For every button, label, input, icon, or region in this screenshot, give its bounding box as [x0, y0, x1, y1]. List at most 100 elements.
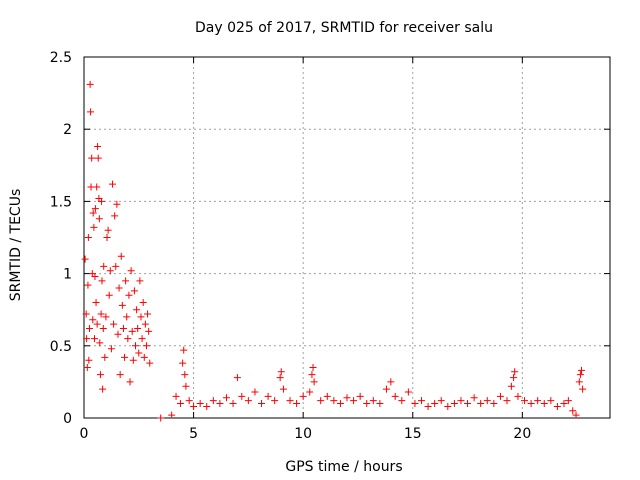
data-point — [130, 287, 138, 295]
data-point — [93, 183, 101, 191]
data-point — [251, 388, 259, 396]
data-point — [101, 353, 109, 361]
data-point — [135, 349, 143, 357]
data-point — [134, 324, 142, 332]
data-point — [437, 397, 445, 405]
data-point — [107, 345, 115, 353]
plot-border — [83, 56, 611, 419]
data-point — [86, 80, 94, 88]
data-point — [323, 392, 331, 400]
data-point — [576, 371, 584, 379]
data-point — [172, 392, 180, 400]
data-point — [127, 267, 135, 275]
data-point — [133, 306, 141, 314]
data-point — [363, 400, 371, 408]
data-point — [124, 335, 132, 343]
data-point — [514, 392, 522, 400]
x-axis-label: GPS time / hours — [285, 459, 402, 475]
data-point — [356, 392, 364, 400]
data-point — [540, 400, 548, 408]
y-tick-label: 1.5 — [50, 194, 72, 210]
data-point — [111, 212, 119, 220]
data-point — [185, 397, 193, 405]
data-point — [91, 272, 99, 280]
data-point — [387, 378, 395, 386]
data-point — [579, 385, 587, 393]
data-point — [104, 226, 112, 234]
y-tick-label: 1 — [63, 267, 72, 283]
data-point — [527, 400, 535, 408]
data-point — [128, 327, 136, 335]
data-point — [96, 371, 104, 379]
data-point — [578, 366, 586, 374]
data-point — [98, 277, 106, 285]
data-point — [94, 143, 102, 151]
data-point — [179, 359, 187, 367]
data-point — [87, 108, 95, 116]
data-point — [369, 397, 377, 405]
data-point — [112, 262, 120, 270]
x-tick-label: 5 — [189, 426, 198, 442]
data-point — [271, 397, 279, 405]
data-point — [99, 324, 107, 332]
data-point — [496, 392, 504, 400]
data-point — [142, 342, 150, 350]
data-point — [521, 397, 529, 405]
data-point — [81, 255, 89, 263]
data-point — [181, 371, 189, 379]
data-point — [105, 291, 113, 299]
data-point — [511, 368, 519, 376]
data-point — [176, 400, 184, 408]
data-point — [94, 154, 102, 162]
data-point — [99, 385, 107, 393]
data-point — [424, 402, 432, 410]
data-point — [209, 397, 217, 405]
data-point — [277, 368, 285, 376]
data-point — [118, 301, 126, 309]
data-point — [477, 400, 485, 408]
data-point — [91, 335, 99, 343]
data-point — [100, 262, 108, 270]
data-point — [244, 397, 252, 405]
data-point — [293, 400, 301, 408]
data-point — [106, 267, 114, 275]
data-point — [83, 363, 91, 371]
data-point — [139, 298, 147, 306]
data-point — [575, 378, 583, 386]
data-point — [431, 400, 439, 408]
data-point — [85, 356, 93, 364]
axes — [83, 56, 611, 419]
data-point — [507, 382, 515, 390]
data-point — [547, 397, 555, 405]
data-point — [306, 388, 314, 396]
data-point — [572, 411, 580, 419]
grid — [84, 57, 610, 418]
data-point — [444, 402, 452, 410]
data-point — [82, 310, 90, 318]
data-point — [140, 353, 148, 361]
data-point — [569, 407, 577, 415]
data-point — [98, 197, 106, 205]
data-point — [233, 374, 241, 382]
data-point — [464, 400, 472, 408]
data-point — [84, 281, 92, 289]
data-point — [146, 359, 154, 367]
data-point — [264, 392, 272, 400]
data-point — [83, 335, 91, 343]
data-point — [97, 310, 105, 318]
data-point — [309, 363, 317, 371]
data-point — [89, 316, 97, 324]
data-point — [141, 320, 149, 328]
data-point — [85, 324, 93, 332]
x-tick-label: 10 — [294, 426, 312, 442]
data-point — [119, 324, 127, 332]
data-point — [483, 397, 491, 405]
data-point — [308, 371, 316, 379]
data-point — [117, 252, 125, 260]
data-point — [115, 284, 123, 292]
data-point — [196, 400, 204, 408]
data-point — [276, 374, 284, 382]
data-point — [391, 392, 399, 400]
data-point — [398, 397, 406, 405]
data-point — [222, 394, 230, 402]
